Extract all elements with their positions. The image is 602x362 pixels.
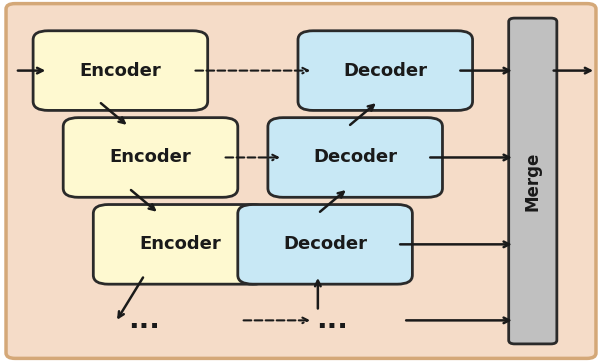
Text: Decoder: Decoder — [313, 148, 397, 167]
FancyBboxPatch shape — [509, 18, 557, 344]
Text: ...: ... — [129, 306, 160, 334]
FancyBboxPatch shape — [6, 4, 596, 358]
Text: Decoder: Decoder — [283, 235, 367, 253]
FancyBboxPatch shape — [33, 31, 208, 110]
FancyBboxPatch shape — [63, 118, 238, 197]
Text: Encoder: Encoder — [140, 235, 222, 253]
Text: ...: ... — [317, 306, 348, 334]
Text: Merge: Merge — [524, 151, 542, 211]
FancyBboxPatch shape — [238, 205, 412, 284]
FancyBboxPatch shape — [298, 31, 473, 110]
Text: Decoder: Decoder — [343, 62, 427, 80]
Text: Encoder: Encoder — [110, 148, 191, 167]
Text: Encoder: Encoder — [79, 62, 161, 80]
FancyBboxPatch shape — [268, 118, 442, 197]
FancyBboxPatch shape — [93, 205, 268, 284]
